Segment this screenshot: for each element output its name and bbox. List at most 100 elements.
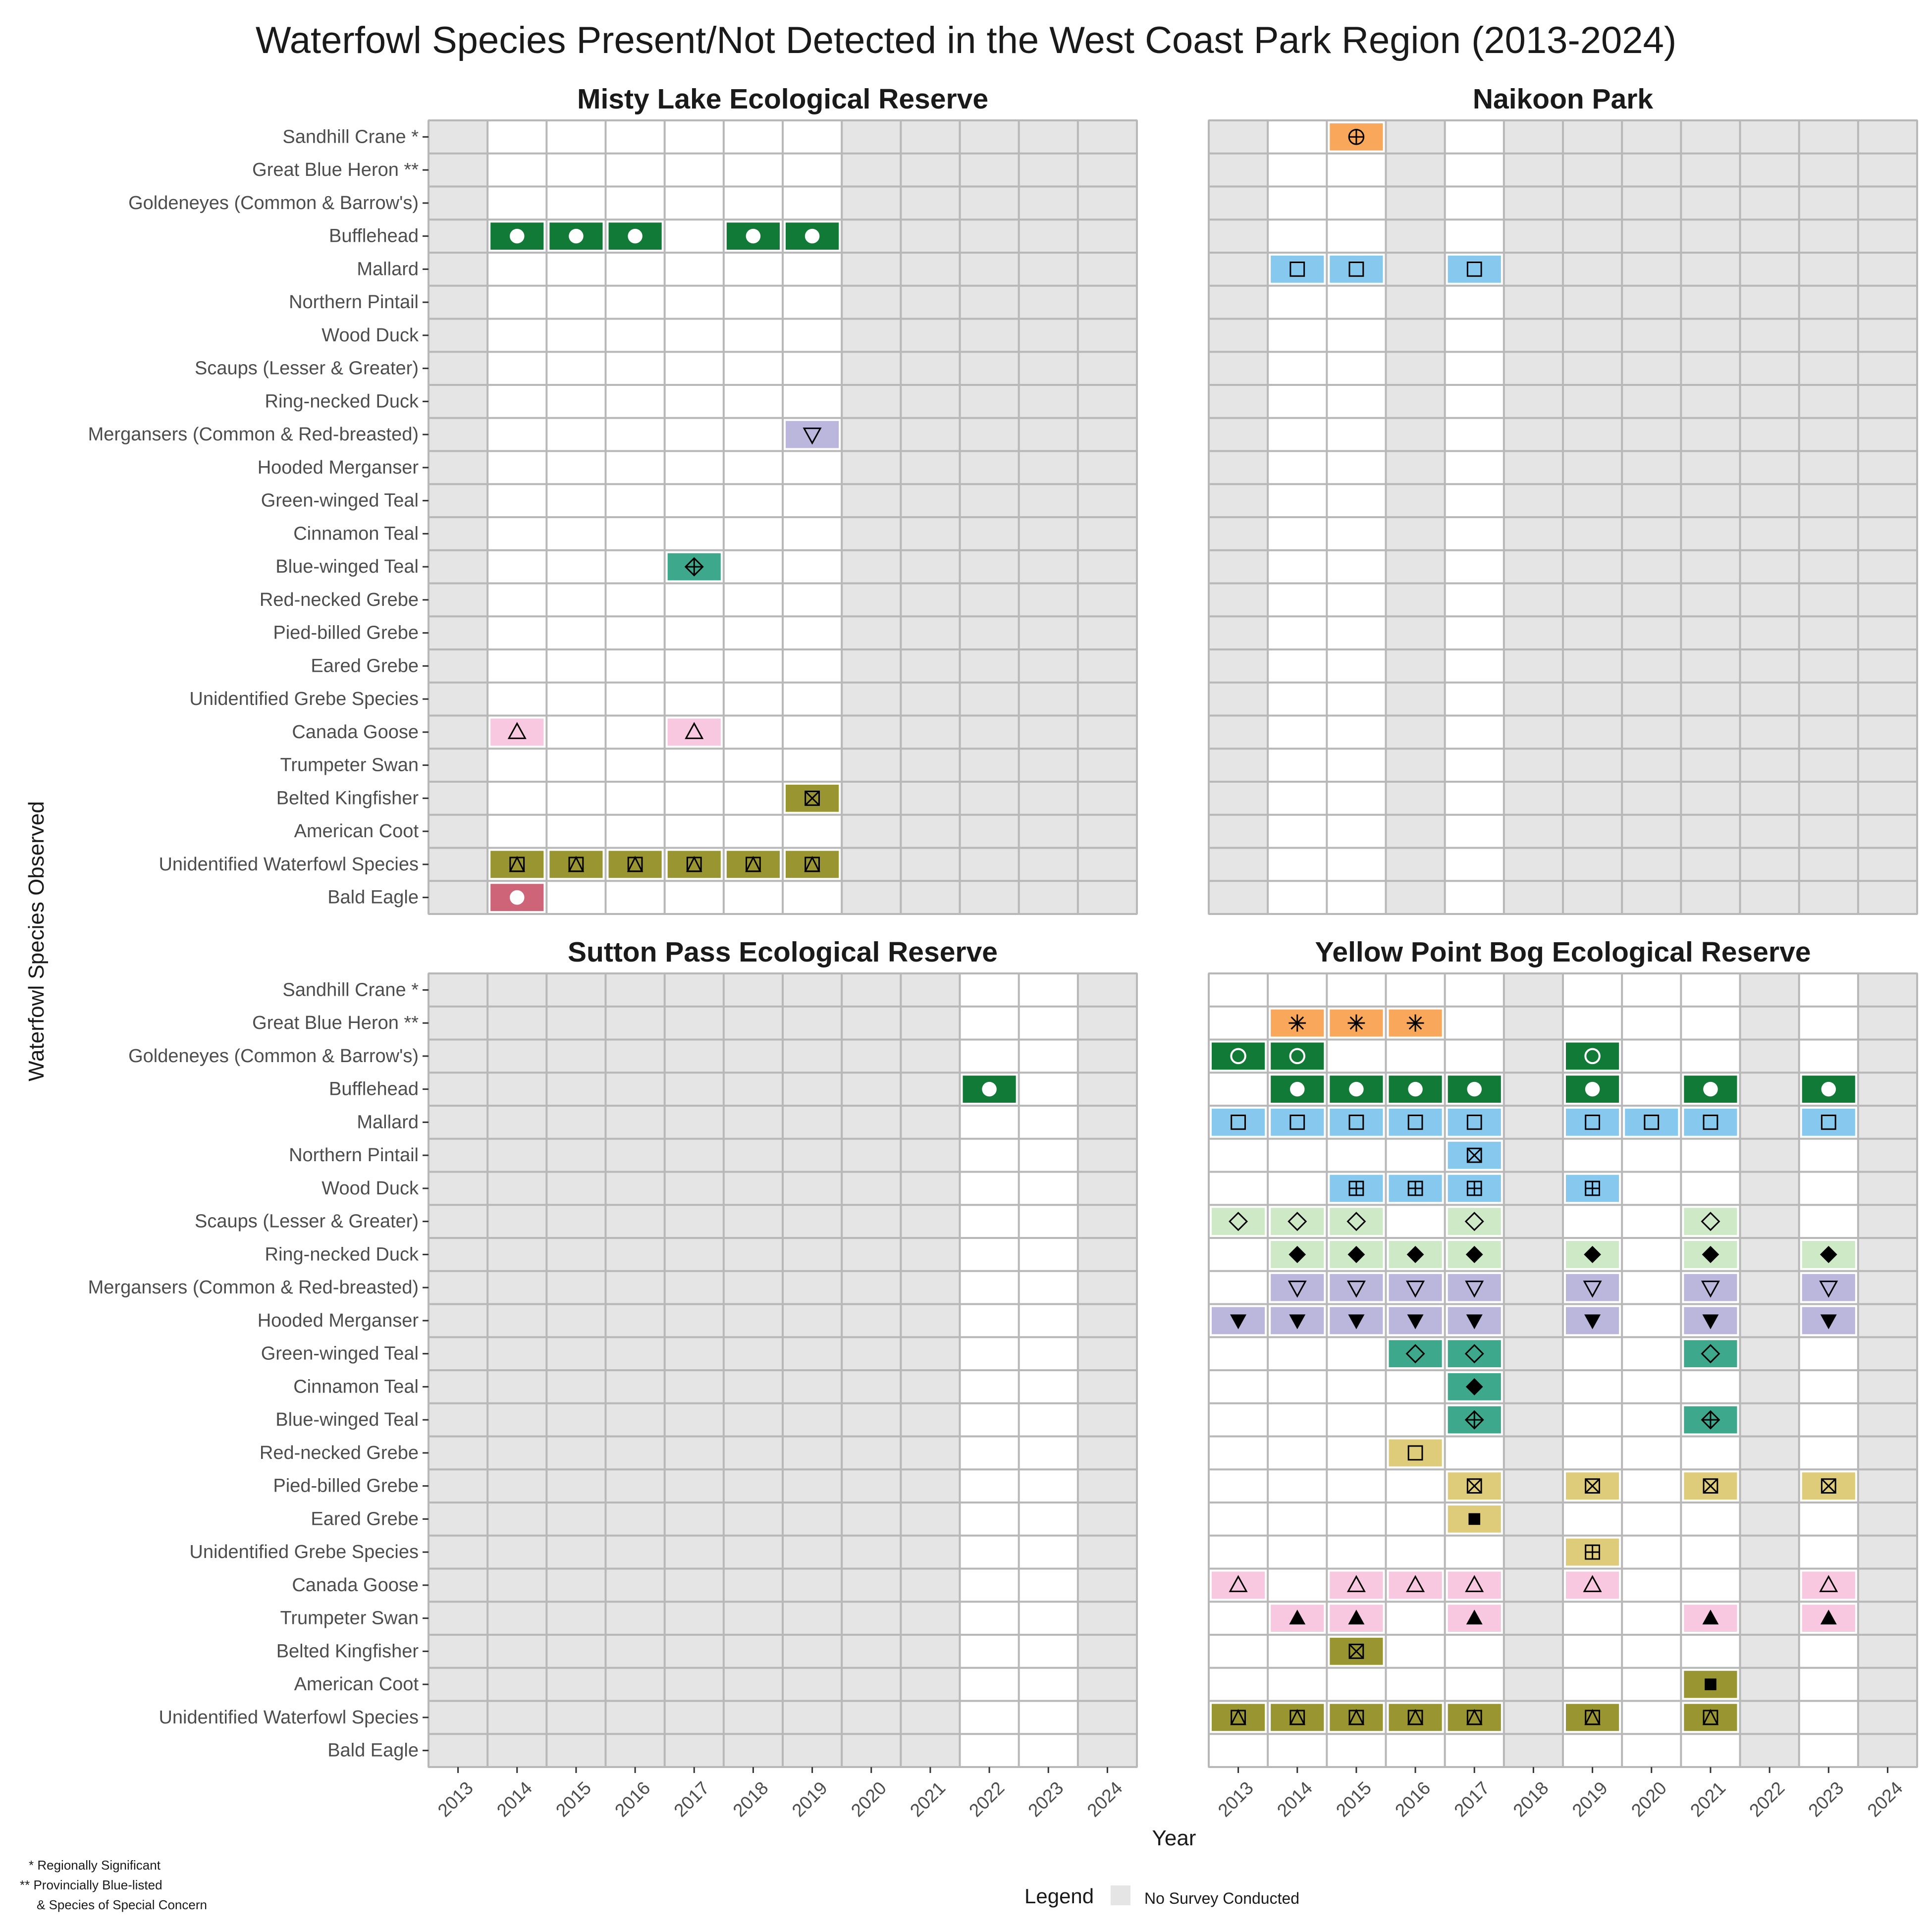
observation-red-necked-grebe-2016 <box>1389 1439 1442 1467</box>
y-tick-label: Scaups (Lesser & Greater) <box>195 1211 419 1232</box>
x-tick-label: 2016 <box>1391 1777 1434 1821</box>
y-tick-label: Trumpeter Swan <box>280 755 419 776</box>
y-tick-label: Hooded Merganser <box>258 1310 419 1331</box>
observation-unidentified-waterfowl-species-2015 <box>1330 1704 1383 1731</box>
x-tick-label: 2017 <box>670 1777 713 1821</box>
footnote-special-concern: & Species of Special Concern <box>37 1897 207 1912</box>
x-tick-label: 2023 <box>1804 1777 1847 1821</box>
observation-goldeneyes-common-barrow-s-2013 <box>1212 1042 1265 1070</box>
observation-hooded-merganser-2019 <box>1566 1307 1619 1335</box>
x-tick-label: 2020 <box>1627 1777 1670 1821</box>
panel-border <box>428 972 1138 1768</box>
observation-great-blue-heron-2015 <box>1330 1009 1383 1037</box>
observation-mergansers-common-red-breasted-2015 <box>1330 1274 1383 1301</box>
observation-canada-goose-2014 <box>490 718 544 746</box>
y-tick-label: Bald Eagle <box>327 887 419 908</box>
y-tick-label: Blue-winged Teal <box>275 556 419 577</box>
x-tick-label: 2018 <box>729 1777 772 1821</box>
observation-unidentified-waterfowl-species-2019 <box>1566 1704 1619 1731</box>
x-tick-label: 2021 <box>1686 1777 1729 1821</box>
observation-belted-kingfisher-2015 <box>1330 1638 1383 1665</box>
observation-unidentified-waterfowl-species-2021 <box>1684 1704 1737 1731</box>
observation-unidentified-waterfowl-species-2017 <box>1448 1704 1501 1731</box>
panel-title: Naikoon Park <box>1473 83 1654 115</box>
observation-mallard-2014 <box>1271 1109 1324 1136</box>
observation-wood-duck-2019 <box>1566 1175 1619 1202</box>
x-tick-label: 2024 <box>1083 1777 1127 1821</box>
y-tick-label: Eared Grebe <box>311 1508 419 1529</box>
observation-canada-goose-2016 <box>1389 1571 1442 1599</box>
observation-hooded-merganser-2023 <box>1802 1307 1855 1335</box>
observation-mallard-2013 <box>1212 1109 1265 1136</box>
y-tick-label: Eared Grebe <box>311 655 419 676</box>
observation-mergansers-common-red-breasted-2019 <box>1566 1274 1619 1301</box>
observation-trumpeter-swan-2021 <box>1684 1605 1737 1632</box>
observation-bufflehead-2021 <box>1684 1075 1737 1103</box>
observation-ring-necked-duck-2023 <box>1802 1241 1855 1268</box>
y-tick-label: Ring-necked Duck <box>265 391 419 412</box>
footnote-regionally-significant: * Regionally Significant <box>29 1858 161 1873</box>
x-tick-label: 2015 <box>1332 1777 1375 1821</box>
observation-goldeneyes-common-barrow-s-2014 <box>1271 1042 1324 1070</box>
observation-unidentified-waterfowl-species-2013 <box>1212 1704 1265 1731</box>
panel-border <box>1208 119 1918 915</box>
observation-blue-winged-teal-2017 <box>667 553 721 581</box>
observation-mallard-2021 <box>1684 1109 1737 1136</box>
y-tick-label: Unidentified Waterfowl Species <box>159 1707 419 1728</box>
y-tick-label: Unidentified Grebe Species <box>189 1542 419 1562</box>
y-tick-label: Wood Duck <box>322 325 419 346</box>
y-tick-label: Northern Pintail <box>289 1145 419 1166</box>
y-tick-label: Belted Kingfisher <box>276 1641 419 1662</box>
x-tick-label: 2015 <box>552 1777 595 1821</box>
chart-title: Waterfowl Species Present/Not Detected i… <box>255 19 1677 61</box>
y-tick-label: Northern Pintail <box>289 292 419 313</box>
observation-unidentified-waterfowl-species-2016 <box>1389 1704 1442 1731</box>
observation-great-blue-heron-2014 <box>1271 1009 1324 1037</box>
observation-scaups-lesser-greater-2013 <box>1212 1208 1265 1235</box>
y-tick-label: Sandhill Crane * <box>282 126 419 147</box>
x-tick-label: 2018 <box>1509 1777 1553 1821</box>
observation-bufflehead-2019 <box>1566 1075 1619 1103</box>
observation-pied-billed-grebe-2017 <box>1448 1472 1501 1500</box>
observation-trumpeter-swan-2017 <box>1448 1605 1501 1632</box>
y-tick-label: Sandhill Crane * <box>282 979 419 1000</box>
observation-pied-billed-grebe-2023 <box>1802 1472 1855 1500</box>
observation-bufflehead-2014 <box>490 222 544 250</box>
observation-cinnamon-teal-2017 <box>1448 1373 1501 1400</box>
observation-ring-necked-duck-2021 <box>1684 1241 1737 1268</box>
observation-ring-necked-duck-2014 <box>1271 1241 1324 1268</box>
observation-unidentified-waterfowl-species-2014 <box>1271 1704 1324 1731</box>
observation-blue-winged-teal-2021 <box>1684 1406 1737 1434</box>
observation-mergansers-common-red-breasted-2014 <box>1271 1274 1324 1301</box>
x-tick-label: 2024 <box>1864 1777 1907 1821</box>
observation-green-winged-teal-2021 <box>1684 1340 1737 1367</box>
y-tick-label: Wood Duck <box>322 1178 419 1199</box>
observation-unidentified-waterfowl-species-2014 <box>490 851 544 878</box>
observation-canada-goose-2017 <box>1448 1571 1501 1599</box>
observation-mergansers-common-red-breasted-2023 <box>1802 1274 1855 1301</box>
observation-bufflehead-2019 <box>786 222 839 250</box>
x-tick-label: 2014 <box>493 1777 536 1821</box>
y-axis-title: Waterfowl Species Observed <box>24 801 49 1081</box>
observation-mallard-2015 <box>1330 256 1383 283</box>
x-tick-label: 2022 <box>1745 1777 1788 1821</box>
observation-bufflehead-2015 <box>549 222 603 250</box>
observation-blue-winged-teal-2017 <box>1448 1406 1501 1434</box>
observation-unidentified-waterfowl-species-2017 <box>667 851 721 878</box>
footnote-blue-listed: ** Provincially Blue-listed <box>20 1878 162 1892</box>
observation-scaups-lesser-greater-2014 <box>1271 1208 1324 1235</box>
observation-wood-duck-2017 <box>1448 1175 1501 1202</box>
panel-border <box>428 119 1138 915</box>
y-tick-label: Bald Eagle <box>327 1740 419 1761</box>
observation-hooded-merganser-2016 <box>1389 1307 1442 1335</box>
observation-ring-necked-duck-2015 <box>1330 1241 1383 1268</box>
y-tick-label: Hooded Merganser <box>258 457 419 478</box>
observation-hooded-merganser-2015 <box>1330 1307 1383 1335</box>
observation-mallard-2019 <box>1566 1109 1619 1136</box>
y-tick-label: Red-necked Grebe <box>260 590 419 610</box>
legend-label-no-survey: No Survey Conducted <box>1144 1889 1300 1907</box>
observation-mergansers-common-red-breasted-2021 <box>1684 1274 1737 1301</box>
x-tick-label: 2017 <box>1450 1777 1493 1821</box>
observation-hooded-merganser-2013 <box>1212 1307 1265 1335</box>
observation-green-winged-teal-2016 <box>1389 1340 1442 1367</box>
